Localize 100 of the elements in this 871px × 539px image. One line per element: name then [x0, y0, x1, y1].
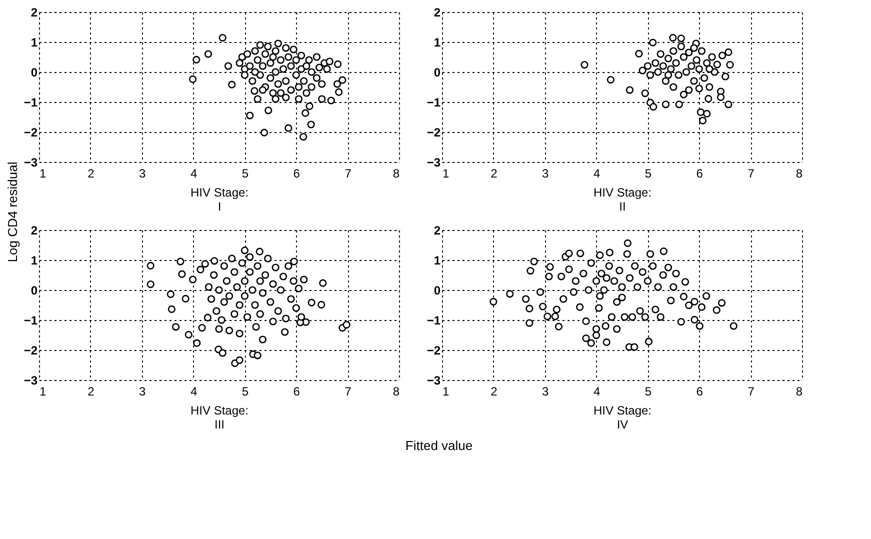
y-tick-label: −3: [426, 374, 441, 388]
point: [659, 62, 667, 70]
x-tick-label: 8: [796, 384, 803, 398]
point: [724, 48, 732, 56]
point: [652, 59, 660, 67]
point: [698, 116, 707, 124]
y-tick-label: 1: [434, 254, 441, 268]
point: [722, 72, 730, 80]
x-tick-label: 7: [344, 166, 352, 180]
x-tick-label: 3: [139, 166, 146, 180]
point: [669, 34, 677, 42]
y-tick-label: 0: [30, 66, 38, 80]
point: [664, 71, 672, 79]
point: [654, 68, 662, 76]
point: [672, 59, 680, 67]
y-tick-label: −2: [24, 344, 38, 358]
point: [646, 71, 654, 79]
y-tick-label: −1: [24, 96, 38, 110]
point: [695, 84, 703, 92]
y-tick-label: −1: [426, 314, 441, 328]
point: [670, 83, 678, 91]
point: [708, 53, 716, 61]
point: [635, 50, 643, 58]
point: [680, 90, 688, 98]
x-tick-label: 3: [542, 166, 550, 180]
point: [677, 34, 685, 42]
point: [726, 60, 734, 69]
point: [680, 53, 688, 61]
point: [718, 52, 726, 60]
y-tick-label: 1: [434, 36, 441, 50]
y-tick-label: 2: [30, 6, 38, 20]
x-tick-label: 6: [696, 166, 704, 180]
y-tick-label: −2: [24, 126, 38, 140]
x-tick-label: 2: [88, 384, 95, 398]
point: [724, 100, 732, 108]
x-tick-label: 5: [644, 166, 652, 180]
y-tick-label: 0: [434, 66, 441, 80]
point: [626, 86, 634, 94]
point: [685, 86, 693, 94]
point: [662, 100, 670, 108]
x-tick-label: 8: [392, 166, 400, 180]
x-tick-label: 6: [696, 384, 704, 398]
point: [641, 89, 649, 98]
y-tick-label: 2: [30, 224, 38, 238]
y-tick-label: −3: [24, 374, 38, 388]
point: [688, 62, 696, 70]
x-axis-title: HIV Stage: IV: [593, 404, 652, 432]
point: [706, 83, 714, 91]
x-tick-label: 3: [139, 384, 146, 398]
point: [695, 65, 703, 73]
point: [664, 54, 672, 62]
point: [696, 108, 704, 116]
point: [716, 93, 725, 102]
x-tick-label: 7: [344, 384, 352, 398]
point: [698, 47, 706, 55]
point: [644, 62, 652, 70]
point: [703, 110, 711, 118]
x-tick-label: 8: [796, 166, 803, 180]
point: [690, 77, 698, 85]
x-tick-label: 5: [242, 166, 249, 180]
x-tick-label: 8: [392, 384, 400, 398]
y-tick-label: −2: [426, 126, 441, 140]
x-tick-label: 7: [748, 166, 755, 180]
x-tick-label: 6: [293, 166, 300, 180]
x-axis-title: HIV Stage: III: [190, 404, 249, 432]
text: Fitted value: [405, 438, 473, 453]
point: [703, 59, 711, 67]
point: [662, 77, 670, 85]
point: [656, 50, 664, 58]
y-tick-label: 1: [30, 254, 38, 268]
point: [580, 60, 588, 69]
x-tick-label: 2: [490, 166, 498, 180]
x-tick-label: 2: [88, 166, 95, 180]
point: [670, 47, 678, 55]
y-axis-title: Log CD4 residual: [5, 162, 20, 262]
point: [675, 100, 683, 108]
y-tick-label: 0: [434, 284, 441, 298]
point: [692, 56, 700, 64]
x-tick-label: 4: [190, 166, 198, 180]
y-tick-label: 2: [434, 6, 441, 20]
point: [704, 94, 712, 103]
y-tick-label: 0: [30, 284, 38, 298]
x-tick-label: 5: [644, 384, 652, 398]
y-tick-label: −3: [426, 156, 441, 170]
y-tick-label: 1: [30, 36, 38, 50]
point: [649, 38, 657, 46]
point: [685, 48, 693, 56]
x-axis-title: HIV Stage: II: [593, 186, 652, 214]
point: [713, 60, 721, 68]
point: [690, 44, 698, 52]
x-tick-label: 1: [40, 384, 46, 398]
y-tick-label: −1: [24, 314, 38, 328]
point: [638, 66, 646, 74]
x-tick-label: 3: [542, 384, 550, 398]
x-tick-label: 6: [293, 384, 300, 398]
point: [674, 71, 682, 79]
point: [682, 68, 690, 76]
x-tick-label: 1: [442, 166, 450, 180]
y-tick-label: 2: [434, 224, 441, 238]
x-tick-label: 5: [242, 384, 249, 398]
